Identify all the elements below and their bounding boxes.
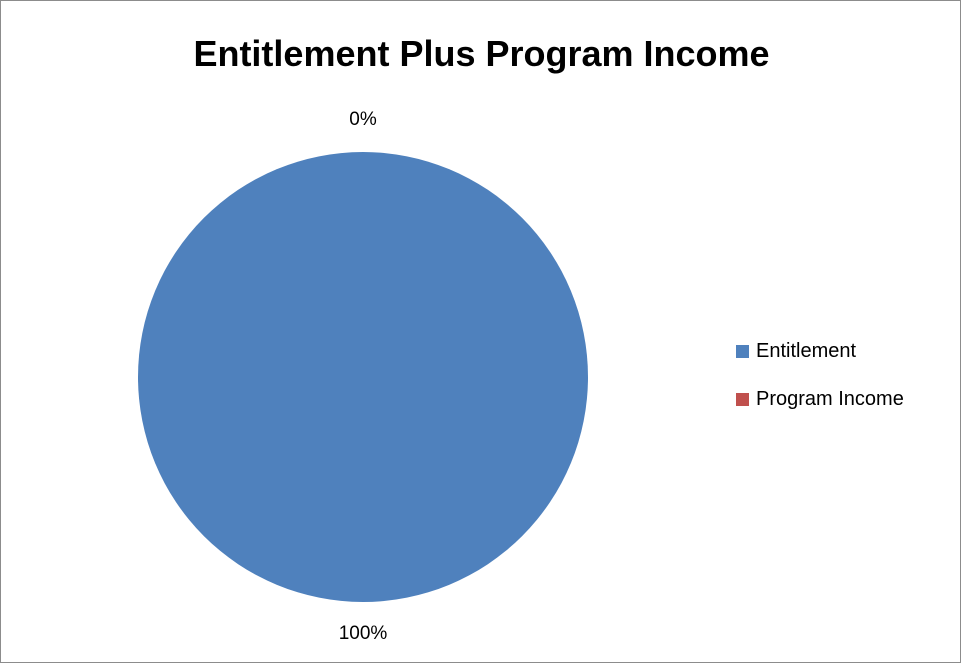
legend-item-program-income: Program Income: [736, 385, 904, 413]
legend-swatch-entitlement: [736, 344, 749, 358]
data-label-entitlement: 100%: [339, 623, 388, 644]
pie-slice-entitlement: [138, 152, 588, 602]
legend-item-entitlement: Entitlement: [736, 337, 904, 365]
chart-title: Entitlement Plus Program Income: [193, 33, 770, 74]
legend-swatch-program-income: [736, 392, 749, 406]
legend-label-program-income: Program Income: [756, 387, 904, 410]
legend-label-entitlement: Entitlement: [756, 339, 857, 362]
data-label-program-income: 0%: [349, 109, 377, 130]
legend: Entitlement Program Income: [736, 337, 904, 433]
